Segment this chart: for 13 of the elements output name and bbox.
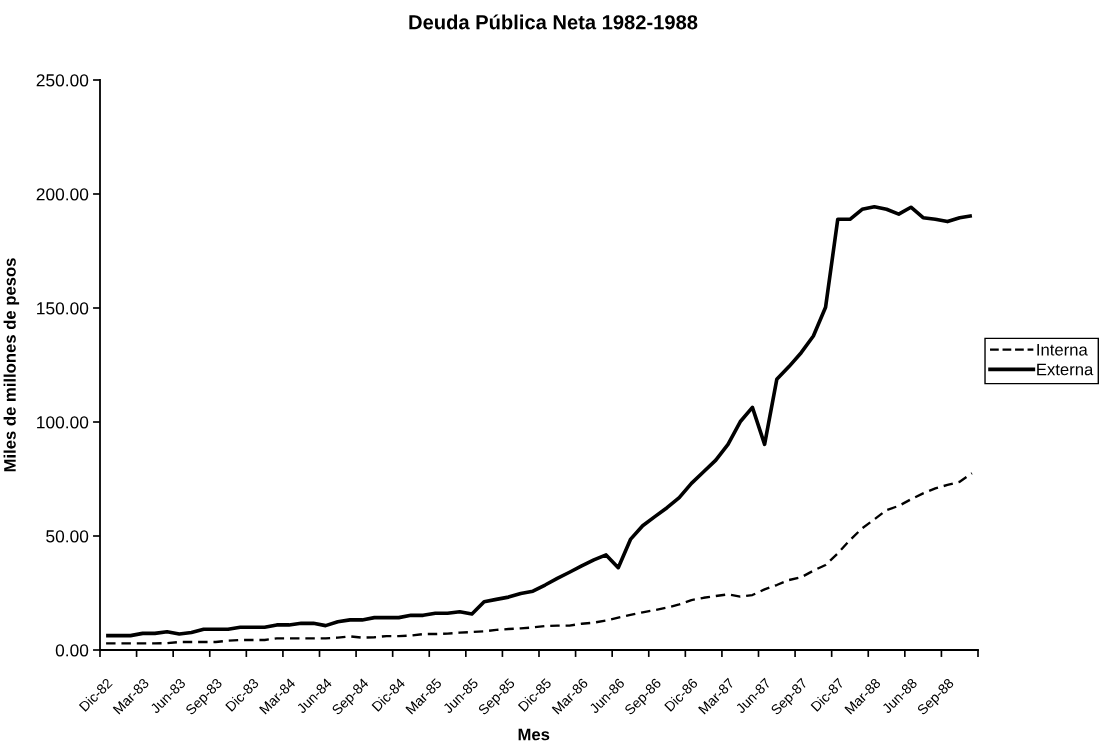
y-axis-title: Miles de millones de pesos	[3, 258, 20, 472]
y-tick-label: 200.00	[36, 188, 89, 201]
line-series	[104, 204, 974, 638]
chart-title: Deuda Pública Neta 1982-1988	[409, 14, 698, 30]
x-axis-title: Mes	[518, 728, 550, 741]
y-tick-label: 250.00	[36, 74, 89, 87]
line-series	[104, 472, 974, 645]
legend-label: Externa	[1037, 363, 1094, 376]
y-tick-label: 100.00	[37, 416, 89, 429]
legend-label: Interna	[1037, 344, 1088, 356]
y-tick-label: 50.00	[46, 530, 89, 543]
y-tick-label: 150.00	[37, 302, 89, 315]
y-tick-label: 0.00	[55, 644, 89, 657]
